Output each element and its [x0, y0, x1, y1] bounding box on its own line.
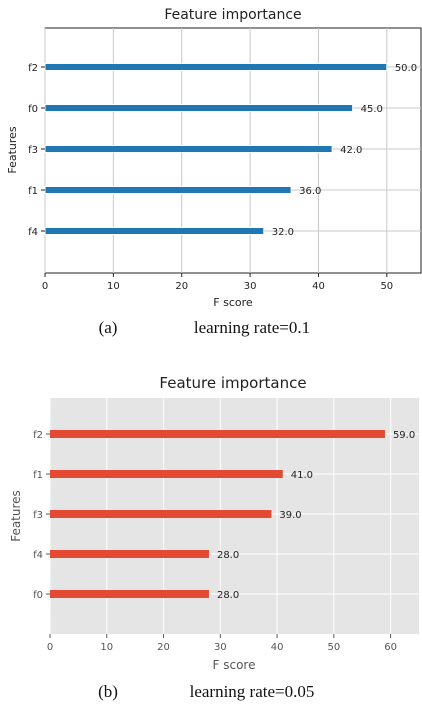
x-tick-label: 10 [100, 642, 113, 653]
chart-a-title: Feature importance [164, 7, 301, 23]
x-tick-label: 10 [107, 281, 120, 292]
chart-b-caption-letter: (b) [98, 682, 118, 701]
y-tick-label-f4: f4 [33, 550, 43, 561]
chart-a-caption-text: learning rate=0.1 [194, 318, 310, 337]
bar-f2 [44, 63, 388, 71]
chart-a-ticks: 0 10 20 30 40 50 f2 f0 f3 f1 f4 [28, 63, 393, 292]
y-tick-label-f1: f1 [28, 186, 38, 197]
value-label-f1: 36.0 [299, 186, 321, 197]
x-tick-label: 30 [244, 281, 257, 292]
value-label-f3: 39.0 [279, 510, 301, 521]
chart-b-bars: 59.0 41.0 39.0 28.0 28.0 [50, 430, 415, 601]
y-tick-label-f3: f3 [33, 510, 43, 521]
y-tick-label-f3: f3 [28, 145, 38, 156]
x-tick-label: 60 [384, 642, 397, 653]
bar-f3 [50, 510, 272, 518]
y-tick-label-f0: f0 [33, 590, 43, 601]
x-tick-label: 20 [175, 281, 188, 292]
y-tick-label-f4: f4 [28, 227, 38, 238]
y-tick-label-f2: f2 [33, 430, 43, 441]
chart-b-ticks: 0 10 20 30 40 50 60 f2 f1 f3 f4 f0 [33, 430, 397, 653]
x-tick-label: 20 [157, 642, 170, 653]
bar-f4 [50, 550, 209, 558]
chart-a-caption-letter: (a) [99, 318, 118, 337]
chart-b-ylabel: Features [9, 490, 23, 542]
chart-b-title: Feature importance [159, 374, 306, 392]
value-label-f2: 59.0 [393, 430, 415, 441]
chart-b-caption-text: learning rate=0.05 [190, 682, 315, 701]
x-tick-label: 50 [327, 642, 340, 653]
x-tick-label: 0 [47, 642, 53, 653]
chart-a-xlabel: F score [213, 296, 253, 309]
y-tick-label-f1: f1 [33, 470, 43, 481]
chart-a-ylabel: Features [6, 126, 19, 174]
x-tick-label: 40 [271, 642, 284, 653]
value-label-f0: 45.0 [361, 104, 383, 115]
x-tick-label: 40 [312, 281, 325, 292]
chart-b-xlabel: F score [213, 658, 256, 672]
value-label-f4: 32.0 [272, 227, 294, 238]
y-tick-label-f0: f0 [28, 104, 38, 115]
bar-f1 [44, 186, 292, 194]
value-label-f0: 28.0 [217, 590, 239, 601]
x-tick-label: 50 [380, 281, 393, 292]
value-label-f2: 50.0 [395, 63, 417, 74]
y-tick-label-f2: f2 [28, 63, 38, 74]
bar-f0 [44, 104, 354, 112]
x-tick-label: 0 [42, 281, 48, 292]
bar-f3 [44, 145, 333, 153]
bar-f0 [50, 590, 209, 598]
value-label-f3: 42.0 [340, 145, 362, 156]
bar-f4 [44, 227, 265, 235]
bar-f1 [50, 470, 283, 478]
x-tick-label: 30 [214, 642, 227, 653]
value-label-f4: 28.0 [217, 550, 239, 561]
value-label-f1: 41.0 [291, 470, 313, 481]
chart-b: Feature importance 59.041.039.028.028.0 … [9, 374, 419, 701]
bar-f2 [50, 430, 385, 438]
chart-a: Feature importance 50.045.042.036.032.0 … [6, 7, 422, 337]
